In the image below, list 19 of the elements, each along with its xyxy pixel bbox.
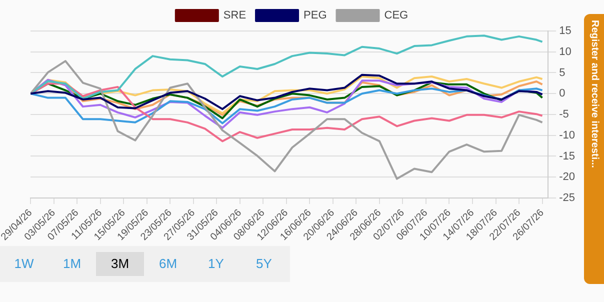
y-tick-label: -10 <box>559 129 576 142</box>
y-tick-label: 0 <box>559 88 566 100</box>
text: 6M <box>158 255 178 273</box>
text: 5Y <box>255 255 273 273</box>
text: 1Y <box>207 255 225 273</box>
text: 1M <box>62 255 82 273</box>
y-tick-label: 5 <box>559 66 566 79</box>
y-tick-label: -20 <box>559 171 576 184</box>
y-tick-label: -25 <box>559 192 576 204</box>
y-tick-label: -5 <box>559 108 569 121</box>
text: 1W <box>13 255 35 273</box>
legend-label: CEG <box>384 10 408 22</box>
text: Register and receive interesti... <box>588 20 601 170</box>
y-tick-label: -15 <box>559 150 576 162</box>
text: 3M <box>96 252 144 276</box>
y-tick-label: 10 <box>559 46 572 58</box>
legend-label: PEG <box>304 10 327 22</box>
y-tick-label: 15 <box>559 25 572 38</box>
legend-label: SRE <box>223 10 246 22</box>
